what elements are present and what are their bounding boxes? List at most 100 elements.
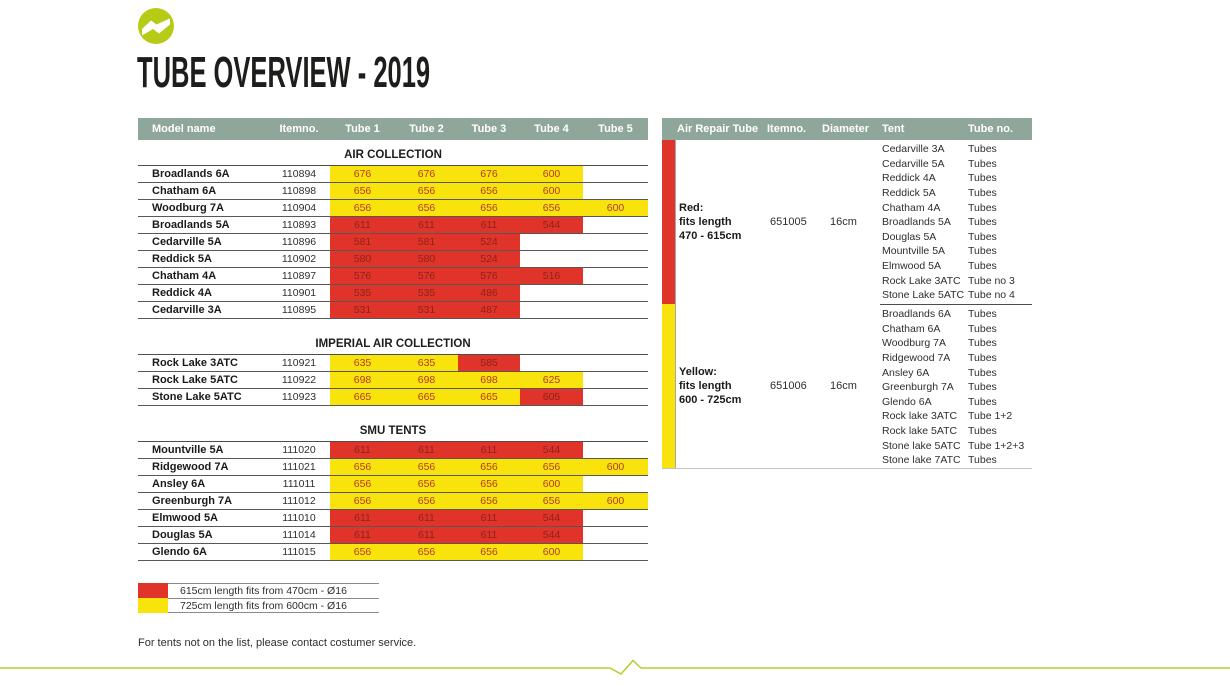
tube-value-cell bbox=[583, 166, 648, 182]
tube-no-cell: Tubes bbox=[968, 245, 997, 258]
model-name-cell: Glendo 6A bbox=[152, 546, 208, 558]
tube-value-cell bbox=[583, 183, 648, 199]
tube-value-cell: 524 bbox=[458, 234, 520, 250]
table-row: Rock Lake 5ATC 110922 698 698 698 625 bbox=[138, 372, 648, 389]
tube-value-cell: 656 bbox=[520, 493, 583, 509]
tube-no-cell: Tube no 3 bbox=[968, 274, 1015, 287]
tube-value-cell: 656 bbox=[395, 200, 458, 216]
tube-value-cell: 611 bbox=[330, 510, 395, 526]
model-name-cell: Douglas 5A bbox=[152, 529, 213, 541]
legend-row-yellow: 725cm length fits from 600cm - Ø16 bbox=[138, 598, 379, 613]
tent-row: Mountville 5A Tubes bbox=[880, 244, 1032, 259]
tube-no-cell: Tubes bbox=[968, 201, 997, 214]
tent-row: Glendo 6A Tubes bbox=[880, 395, 1032, 410]
tent-name-cell: Douglas 5A bbox=[882, 230, 937, 243]
tube-value-cell: 535 bbox=[395, 285, 458, 301]
tent-row: Ansley 6A Tubes bbox=[880, 365, 1032, 380]
tube-value-cell: 611 bbox=[458, 217, 520, 233]
tube-value-cell: 576 bbox=[330, 268, 395, 284]
tube-table-body: AIR COLLECTION Broadlands 6A 110894 676 676 6… bbox=[138, 146, 648, 561]
tent-row: Ridgewood 7A Tubes bbox=[880, 351, 1032, 366]
itemno-cell: 110896 bbox=[281, 236, 317, 248]
section-title: SMU TENTS bbox=[138, 422, 648, 442]
tube-no-cell: Tube no 4 bbox=[968, 289, 1015, 302]
itemno-cell: 110893 bbox=[281, 219, 317, 231]
itemno-cell: 110897 bbox=[281, 270, 317, 282]
col-header-diameter: Diameter bbox=[822, 123, 870, 135]
table-row: Chatham 6A 110898 656 656 656 600 bbox=[138, 183, 648, 200]
tent-row: Elmwood 5A Tubes bbox=[880, 259, 1032, 274]
tube-value-cell bbox=[583, 372, 648, 388]
tent-name-cell: Rock lake 3ATC bbox=[882, 410, 958, 423]
tube-no-cell: Tubes bbox=[968, 230, 997, 243]
tent-name-cell: Glendo 6A bbox=[882, 395, 932, 408]
tube-value-cell: 585 bbox=[458, 355, 520, 371]
tube-value-cell: 656 bbox=[330, 200, 395, 216]
tube-no-cell: Tubes bbox=[968, 425, 997, 438]
model-name-cell: Cedarville 3A bbox=[152, 304, 222, 316]
model-name-cell: Rock Lake 5ATC bbox=[152, 374, 238, 386]
tent-row: Reddick 5A Tubes bbox=[880, 186, 1032, 201]
section-title: IMPERIAL AIR COLLECTION bbox=[138, 335, 648, 355]
tent-row: Cedarville 5A Tubes bbox=[880, 157, 1032, 172]
itemno-cell: 111012 bbox=[282, 495, 316, 507]
tent-name-cell: Greenburgh 7A bbox=[882, 381, 954, 394]
footer-note: For tents not on the list, please contac… bbox=[138, 637, 417, 649]
tube-value-cell: 656 bbox=[458, 459, 520, 475]
tent-row: Broadlands 5A Tubes bbox=[880, 215, 1032, 230]
tube-value-cell: 656 bbox=[395, 493, 458, 509]
tube-value-cell bbox=[583, 355, 648, 371]
tent-name-cell: Ansley 6A bbox=[882, 366, 930, 379]
tube-value-cell: 656 bbox=[330, 544, 395, 560]
air-repair-tube-table: Air Repair Tube Itemno. Diameter Tent Tu… bbox=[662, 118, 1032, 469]
tent-name-cell: Chatham 6A bbox=[882, 322, 941, 335]
model-name-cell: Chatham 4A bbox=[152, 270, 217, 282]
model-name-cell: Greenburgh 7A bbox=[152, 495, 233, 507]
tube-no-cell: Tubes bbox=[968, 143, 997, 156]
tube-no-cell: Tubes bbox=[968, 395, 997, 408]
tube-value-cell: 656 bbox=[458, 544, 520, 560]
tube-value-cell bbox=[520, 355, 583, 371]
tube-value-cell: 676 bbox=[330, 166, 395, 182]
tube-value-cell bbox=[583, 510, 648, 526]
tube-value-cell bbox=[520, 234, 583, 250]
tube-value-cell: 611 bbox=[395, 217, 458, 233]
diameter-cell: 16cm bbox=[830, 380, 857, 392]
tent-name-cell: Cedarville 5A bbox=[882, 157, 945, 170]
tube-value-cell: 531 bbox=[330, 302, 395, 318]
tube-value-cell: 600 bbox=[520, 476, 583, 492]
tube-value-cell: 611 bbox=[330, 442, 395, 458]
table-row: Reddick 5A 110902 580 580 524 bbox=[138, 251, 648, 268]
tube-value-cell: 486 bbox=[458, 285, 520, 301]
tube-value-cell bbox=[583, 285, 648, 301]
tube-no-cell: Tube 1+2+3 bbox=[968, 439, 1025, 452]
tube-value-cell bbox=[583, 251, 648, 267]
tube-value-cell bbox=[583, 234, 648, 250]
tube-value-cell: 544 bbox=[520, 442, 583, 458]
tube-value-cell bbox=[583, 389, 648, 405]
tent-name-cell: Cedarville 3A bbox=[882, 143, 945, 156]
itemno-cell: 110901 bbox=[281, 287, 317, 299]
tent-name-cell: Woodburg 7A bbox=[882, 337, 947, 350]
tube-value-cell: 656 bbox=[458, 183, 520, 199]
tube-no-cell: Tubes bbox=[968, 337, 997, 350]
tube-value-cell: 611 bbox=[458, 510, 520, 526]
tube-value-cell: 698 bbox=[395, 372, 458, 388]
col-header-model-name: Model name bbox=[152, 123, 216, 135]
table-row: Stone Lake 5ATC 110923 665 665 665 605 bbox=[138, 389, 648, 406]
tube-value-cell: 656 bbox=[395, 544, 458, 560]
legend-text-yellow: 725cm length fits from 600cm - Ø16 bbox=[168, 598, 379, 613]
table-row: Ridgewood 7A 111021 656 656 656 656 600 bbox=[138, 459, 648, 476]
tube-no-cell: Tubes bbox=[968, 157, 997, 170]
tent-name-cell: Rock Lake 3ATC bbox=[882, 274, 961, 287]
col-header-air-repair-tube: Air Repair Tube bbox=[677, 123, 759, 135]
repair-table-body: Red: fits length 470 - 615cm 651005 16cm Ceda… bbox=[662, 140, 1032, 469]
tube-value-cell: 665 bbox=[458, 389, 520, 405]
tube-no-cell: Tubes bbox=[968, 172, 997, 185]
repair-group-red: Red: fits length 470 - 615cm 651005 16cm Ceda… bbox=[662, 140, 1032, 304]
tube-value-cell: 656 bbox=[330, 493, 395, 509]
model-name-cell: Chatham 6A bbox=[152, 185, 217, 197]
fit-label-line: Red: bbox=[679, 201, 704, 214]
tube-value-cell: 600 bbox=[583, 200, 648, 216]
repair-group-yellow: Yellow: fits length 600 - 725cm 651006 16cm B… bbox=[662, 304, 1032, 469]
